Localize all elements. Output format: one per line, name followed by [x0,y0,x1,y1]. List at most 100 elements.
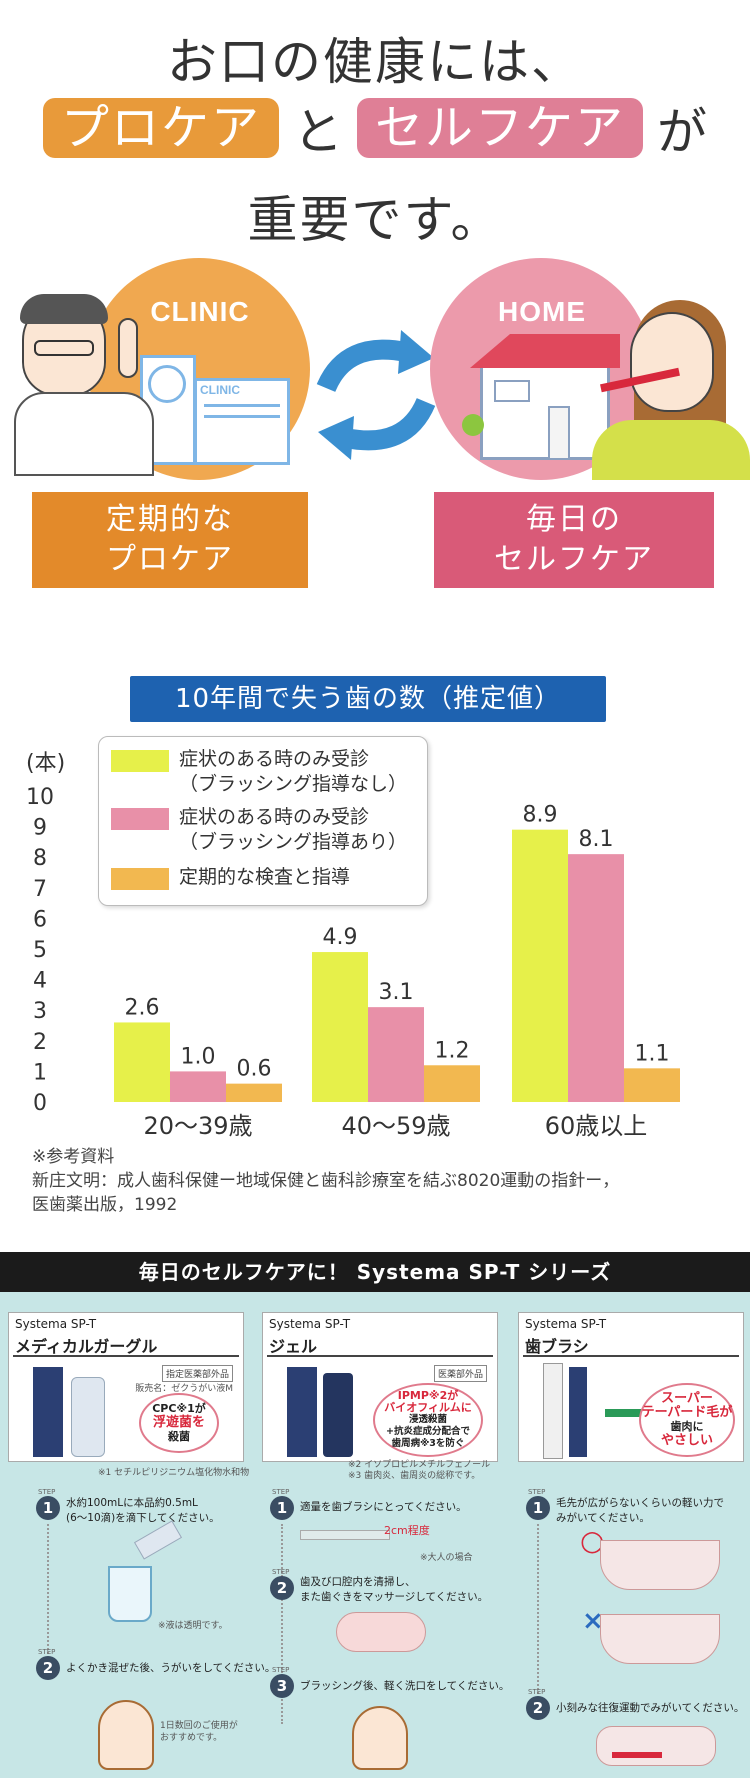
bar-value-label: 4.9 [323,925,358,950]
bar-value-label: 1.0 [181,1044,216,1069]
card3-claim: スーパー テーパード毛が 歯肉に やさしい [639,1383,735,1457]
card2-step2-caption: STEP [272,1568,290,1576]
clinic-label: CLINIC [150,296,250,327]
legend-item-2: 症状のある時のみ受診 （ブラッシング指導あり） [111,805,407,855]
house-window-icon [494,380,530,402]
card1-claim-line3: 殺菌 [168,1430,190,1443]
card1-claim: CPC※1が 浮遊菌を 殺菌 [139,1393,219,1453]
y-tick-label: 0 [33,1091,47,1116]
bar-value-label: 1.2 [435,1038,470,1063]
headline-ga: が [657,103,708,161]
card1-note1: ※液は透明です。 [158,1621,228,1631]
gel-tube-icon [323,1373,353,1457]
card3-step2-caption: STEP [528,1688,546,1696]
card2-measure: 2cm程度 [384,1524,430,1537]
pro-care-pill: プロケア [42,98,279,158]
toothbrush-gel-icon [300,1530,390,1540]
card1-footnote: ※1 セチルピリジニウム塩化物水和物 [98,1468,250,1478]
cycle-arrows-icon [316,330,436,460]
card2-claim-line2: バイオフィルムに [384,1401,472,1414]
legend-text-1: 症状のある時のみ受診 （ブラッシング指導なし） [179,747,407,797]
card1-note2-line1: 1日数回のご使用が [160,1721,238,1731]
card2-step2-text: 歯及び口腔内を清掃し、 また歯ぐきをマッサージしてください。 [300,1575,488,1605]
back-and-forth-arrow-icon [612,1752,662,1758]
cup-icon [108,1566,152,1622]
chart-legend: 症状のある時のみ受診 （ブラッシング指導なし） 症状のある時のみ受診 （ブラッシ… [98,736,428,906]
card3-step1-line2: みがいてください。 [556,1512,650,1524]
wrong-mark-icon: × [582,1606,604,1636]
card2-step2-line1: 歯及び口腔内を清掃し、 [300,1576,416,1588]
bar-value-label: 1.1 [635,1041,670,1066]
card2-footnote: ※2 イソプロピルメチルフェノール ※3 歯肉炎、歯周炎の総称です。 [348,1460,490,1482]
y-axis-unit: (本) [26,751,65,776]
card2-claim-line3: 浸透殺菌 [408,1414,447,1425]
bar [368,1007,424,1102]
legend-1-line1: 症状のある時のみ受診 [179,748,370,770]
card2-tag: 医薬部外品 [433,1365,487,1382]
chart-title: 10年間で失う歯の数（推定値） [130,676,606,722]
card2-step-line [281,1524,283,1724]
card1-rule [13,1355,239,1357]
card3-step2-text: 小刻みな往復運動でみがいてください。 [556,1702,745,1714]
doctor-hand-icon [118,318,138,378]
y-tick-label: 4 [33,969,47,994]
bar-value-label: 8.9 [523,803,558,828]
card3-rule [523,1355,739,1357]
card1-note2: 1日数回のご使用が おすすめです。 [160,1720,238,1744]
product-card-gel: Systema SP-T ジェル 医薬部外品 IPMP※2が バイオフィルムに … [262,1312,498,1462]
series-banner: 毎日のセルフケアに！ Systema SP-T シリーズ [0,1252,750,1292]
bar [512,829,568,1102]
card1-step2-caption: STEP [38,1648,56,1656]
legend-swatch-3 [111,868,169,890]
card1-step-line [47,1524,49,1654]
product-card-gargle: Systema SP-T メディカルガーグル 指定医薬部外品 販売名：ゼクうがい… [8,1312,244,1462]
y-tick-label: 3 [33,999,47,1024]
y-tick-label: 5 [33,938,47,963]
reference-title: ※参考資料 [32,1147,115,1167]
card1-step1-text: 水約100mLに本品約0.5mL (6〜10滴)を滴下してください。 [66,1496,220,1526]
legend-item-3: 定期的な検査と指導 [111,865,350,890]
card3-step1-number: 1 [526,1496,550,1520]
y-tick-label: 1 [33,1060,47,1085]
tree-icon [462,414,484,436]
gel-box-icon [287,1367,317,1457]
card1-step2-number: 2 [36,1656,60,1680]
card1-step1-caption: STEP [38,1488,56,1496]
card2-step3-number: 3 [270,1674,294,1698]
teeth-bad-icon [600,1614,720,1664]
bar [312,952,368,1102]
y-tick-label: 9 [33,816,47,841]
card2-step1-number: 1 [270,1496,294,1520]
card3-step1-text: 毛先が広がらないくらいの軽い力で みがいてください。 [556,1496,724,1526]
legend-swatch-1 [111,750,169,772]
doctor-glasses-icon [34,340,94,356]
card1-brand: Systema SP-T [15,1317,97,1331]
gargle-box-icon [33,1367,63,1457]
bar-value-label: 0.6 [237,1057,272,1082]
card1-sub: 販売名：ゼクうがい液M [135,1384,233,1394]
y-tick-label: 7 [33,877,47,902]
y-tick-label: 8 [33,846,47,871]
legend-swatch-2 [111,808,169,830]
bar-value-label: 2.6 [125,995,160,1020]
bar [170,1071,226,1102]
card3-step1-caption: STEP [528,1488,546,1496]
clinic-windows [204,404,280,418]
legend-1-line2: （ブラッシング指導なし） [179,773,408,795]
categories: 20〜39歳 40〜59歳 60歳以上 [143,1112,647,1140]
pro-care-box-line1: 定期的な [106,502,234,537]
self-care-pill: セルフケア [357,98,644,158]
tooth-sign-icon [148,365,186,403]
card2-step2-line2: また歯ぐきをマッサージしてください。 [300,1591,489,1603]
reference-line1: 新庄文明：成人歯科保健ー地域保健と歯科診療室を結ぶ8020運動の指針ー， [32,1171,620,1191]
headline-line2: プロケア と セルフケア が [0,96,750,161]
card2-step1-text: 適量を歯ブラシにとってください。 [300,1501,467,1513]
reference-line2: 医歯薬出版，1992 [32,1195,178,1215]
card2-brand: Systema SP-T [269,1317,351,1331]
card1-name: メディカルガーグル [15,1337,158,1356]
product-card-toothbrush: Systema SP-T 歯ブラシ スーパー テーパード毛が 歯肉に やさしい [518,1312,744,1462]
house-roof-icon [470,334,620,368]
bar [424,1065,480,1102]
card1-claim-line1: CPC※1が [152,1402,206,1415]
brushing-woman-icon [352,1706,408,1770]
